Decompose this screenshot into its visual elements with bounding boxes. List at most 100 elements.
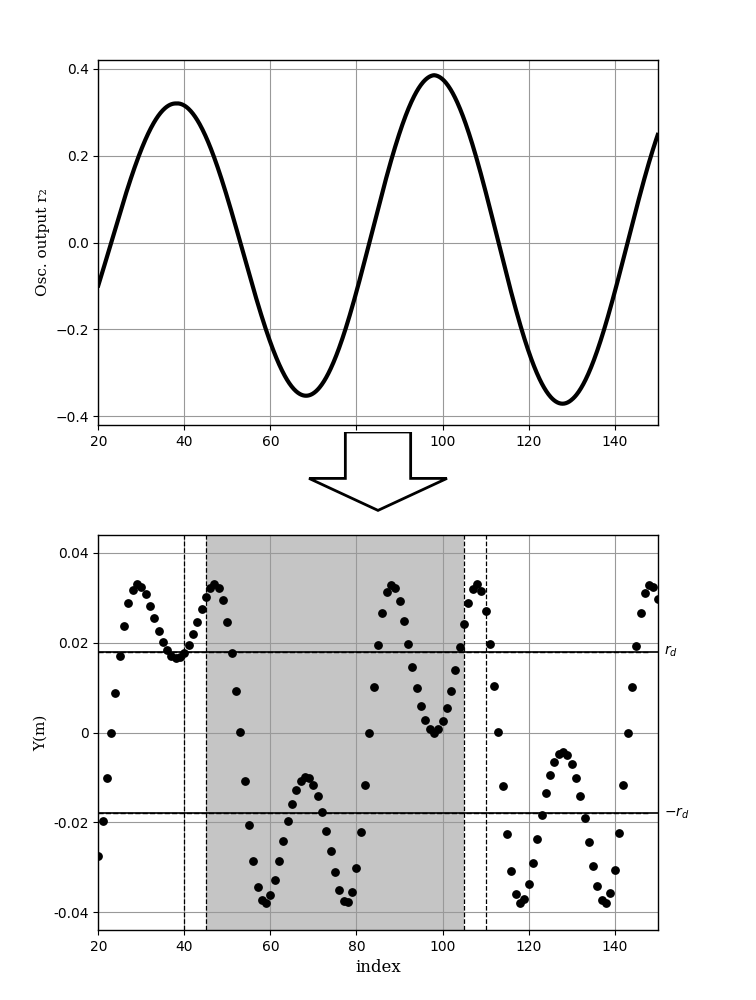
Point [557, 744, 569, 760]
Point [183, 637, 195, 653]
Point [260, 895, 272, 911]
Point [647, 579, 659, 595]
Point [148, 610, 160, 626]
Text: $-r_d$: $-r_d$ [665, 806, 689, 821]
Point [204, 580, 216, 596]
Point [209, 576, 221, 592]
Point [501, 826, 513, 842]
Point [187, 626, 199, 642]
Point [225, 645, 237, 661]
Point [471, 576, 483, 592]
Point [548, 754, 560, 770]
Point [385, 577, 397, 593]
Point [380, 584, 392, 600]
Point [97, 813, 109, 829]
Point [634, 605, 646, 621]
Point [488, 678, 500, 694]
Point [110, 685, 122, 701]
Point [290, 782, 302, 798]
Point [127, 582, 139, 598]
Point [544, 767, 556, 783]
Point [376, 605, 389, 621]
Point [268, 872, 280, 888]
Text: $r_d$: $r_d$ [665, 644, 678, 659]
Point [476, 583, 488, 599]
Point [613, 825, 625, 841]
Point [321, 823, 333, 839]
Point [445, 683, 457, 699]
Point [570, 770, 582, 786]
Point [398, 613, 410, 629]
Point [118, 618, 130, 634]
Point [423, 721, 435, 737]
Point [411, 680, 423, 696]
Point [217, 592, 229, 608]
Point [587, 858, 600, 874]
Point [166, 648, 178, 664]
Point [522, 876, 534, 892]
Point [652, 591, 664, 607]
Point [432, 721, 445, 737]
Point [479, 603, 491, 619]
Point [402, 636, 414, 652]
Point [535, 807, 547, 823]
Point [303, 770, 315, 786]
Point [178, 645, 191, 661]
Point [295, 773, 307, 789]
Point [510, 886, 522, 902]
Point [639, 585, 651, 601]
Point [367, 679, 380, 695]
Point [135, 579, 147, 595]
Point [359, 777, 371, 793]
Point [351, 860, 363, 876]
Point [333, 882, 345, 898]
Point [196, 601, 208, 617]
Point [140, 586, 152, 602]
Point [346, 884, 358, 900]
Point [449, 662, 461, 678]
Y-axis label: Osc. output r₂: Osc. output r₂ [36, 189, 49, 296]
Point [420, 712, 432, 728]
Point [565, 756, 578, 772]
Point [191, 614, 203, 630]
Point [252, 879, 264, 895]
Point [92, 848, 104, 864]
Point [505, 863, 517, 879]
Point [575, 788, 587, 804]
Point [415, 698, 427, 714]
Point [174, 649, 186, 665]
Point [617, 777, 629, 793]
Point [277, 833, 290, 849]
Point [527, 855, 539, 871]
Point [531, 831, 544, 847]
Point [324, 843, 336, 859]
Point [631, 638, 643, 654]
Point [156, 634, 169, 650]
Point [621, 725, 634, 741]
Point [131, 576, 143, 592]
Point [497, 778, 509, 794]
Point [600, 895, 612, 911]
Point [428, 724, 440, 740]
Point [113, 648, 125, 664]
Bar [206, 535, 464, 930]
Point [355, 824, 367, 840]
Point [591, 878, 603, 894]
Point [561, 747, 573, 763]
Point [230, 683, 242, 699]
Point [265, 887, 277, 903]
Point [436, 713, 448, 729]
Point [329, 864, 341, 880]
Point [337, 893, 349, 909]
Point [393, 593, 405, 609]
Point [239, 773, 251, 789]
Point [484, 636, 496, 652]
Point [122, 595, 135, 611]
Point [281, 813, 293, 829]
Y-axis label: Y(m): Y(m) [33, 714, 48, 751]
X-axis label: index: index [355, 454, 401, 471]
Point [458, 616, 470, 632]
X-axis label: index: index [355, 959, 401, 976]
Point [299, 769, 311, 785]
Point [626, 679, 638, 695]
